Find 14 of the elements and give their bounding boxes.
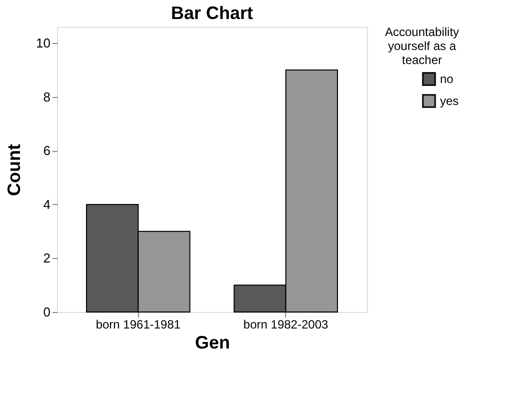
y-tick-label: 0 [43, 304, 50, 320]
y-tick-label: 10 [36, 36, 50, 51]
y-tick-label: 6 [43, 143, 50, 158]
legend-title: Accountability yourself as a teacher [384, 25, 460, 67]
y-tick-label: 4 [43, 196, 50, 212]
legend-label: yes [440, 94, 459, 108]
chart-title: Bar Chart [170, 3, 254, 23]
x-axis-title: Gen [194, 332, 230, 352]
y-tick-label: 2 [43, 250, 50, 266]
y-tick-label: 8 [43, 89, 50, 104]
x-tick-label: born 1982-2003 [243, 318, 328, 332]
legend-label: no [440, 72, 454, 86]
x-tick-label: born 1961-1981 [96, 318, 181, 332]
y-axis-title: Count [4, 144, 24, 196]
